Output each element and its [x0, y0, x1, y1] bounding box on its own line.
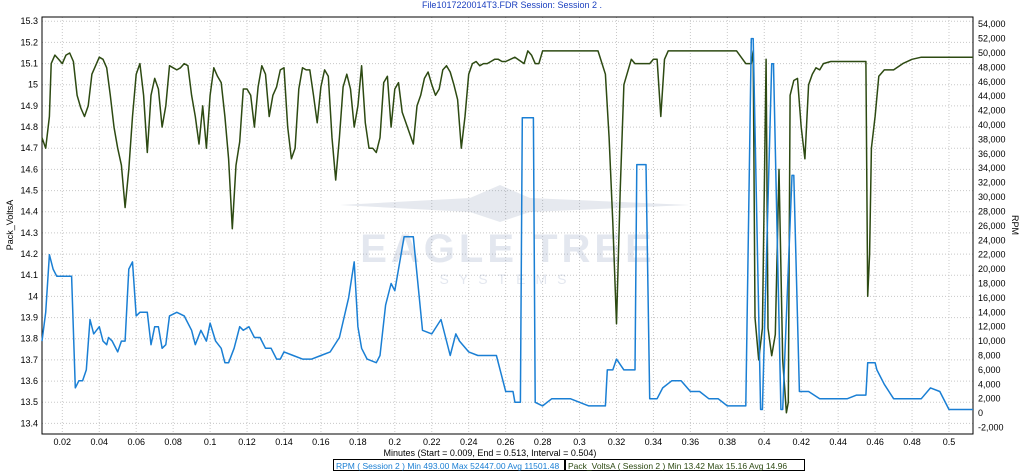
y-right-tick-label: 2,000	[978, 394, 1001, 404]
y-right-tick-label: 48,000	[978, 62, 1006, 72]
y-right-tick-label: 50,000	[978, 48, 1006, 58]
y-right-tick-label: 22,000	[978, 250, 1006, 260]
y-left-tick-label: 14.4	[20, 207, 38, 217]
x-tick-label: 0.38	[719, 437, 737, 447]
svg-text:EAGLE TREE: EAGLE TREE	[360, 227, 656, 271]
x-tick-label: 0.24	[460, 437, 478, 447]
y-left-tick-label: 14.1	[20, 270, 38, 280]
x-tick-label: 0.48	[903, 437, 921, 447]
y-right-tick-label: 10,000	[978, 336, 1006, 346]
x-tick-label: 0.1	[204, 437, 217, 447]
y-right-tick-label: 4,000	[978, 379, 1001, 389]
y-left-tick-label: 14.9	[20, 101, 38, 111]
y-left-tick-label: 13.7	[20, 355, 38, 365]
y-left-tick-label: 14.7	[20, 143, 38, 153]
x-tick-label: 0.46	[866, 437, 884, 447]
x-tick-label: 0.3	[573, 437, 586, 447]
y-right-tick-label: 14,000	[978, 307, 1006, 317]
svg-text:SYSTEMS: SYSTEMS	[440, 271, 577, 287]
x-tick-label: 0.14	[275, 437, 293, 447]
y-left-tick-label: 14.6	[20, 164, 38, 174]
y-right-tick-label: 42,000	[978, 106, 1006, 116]
y-right-tick-label: 20,000	[978, 264, 1006, 274]
x-tick-label: 0.06	[127, 437, 145, 447]
y-left-tick-label: 13.9	[20, 313, 38, 323]
y-left-tick-label: 13.8	[20, 334, 38, 344]
x-tick-label: 0.42	[792, 437, 810, 447]
x-tick-label: 0.44	[829, 437, 847, 447]
x-tick-label: 0.32	[608, 437, 626, 447]
y-right-tick-label: 44,000	[978, 91, 1006, 101]
y-right-tick-label: 54,000	[978, 19, 1006, 29]
y-left-tick-label: 15	[28, 80, 38, 90]
x-tick-label: 0.02	[54, 437, 72, 447]
y-right-tick-label: 52,000	[978, 34, 1006, 44]
y-axis-right-label: RPM	[1010, 215, 1020, 235]
y-right-tick-label: 34,000	[978, 163, 1006, 173]
eagle-tree-watermark: EAGLE TREE SYSTEMS	[340, 185, 690, 287]
y-right-tick-label: 30,000	[978, 192, 1006, 202]
y-right-tick-label: 18,000	[978, 278, 1006, 288]
grid	[42, 17, 973, 434]
y-right-tick-label: 12,000	[978, 322, 1006, 332]
series-line-rpm	[41, 37, 973, 411]
x-axis-label: Minutes (Start = 0.009, End = 0.513, Int…	[384, 448, 597, 458]
y-right-tick-label: 28,000	[978, 206, 1006, 216]
y-right-tick-label: 8,000	[978, 350, 1001, 360]
y-right-tick-label: 40,000	[978, 120, 1006, 130]
x-tick-label: 0.5	[943, 437, 956, 447]
y-right-tick-label: 26,000	[978, 221, 1006, 231]
x-tick-label: 0.26	[497, 437, 515, 447]
y-axis-right-ticks: -2,000 0 2,000 4,000 6,000 8,000 10,000 12,000 1…	[978, 19, 1006, 432]
x-tick-label: 0.16	[312, 437, 330, 447]
y-right-tick-label: 36,000	[978, 149, 1006, 159]
y-axis-left-label: Pack_VoltsA	[5, 200, 15, 251]
y-left-tick-label: 15.1	[20, 59, 38, 69]
legend-rpm: RPM ( Session 2 ) Min 493.00 Max 52447.0…	[333, 459, 565, 471]
y-left-tick-label: 14.2	[20, 249, 38, 259]
y-right-tick-label: 38,000	[978, 134, 1006, 144]
x-tick-label: 0.12	[238, 437, 256, 447]
series-layer	[41, 37, 973, 414]
x-tick-label: 0.34	[645, 437, 663, 447]
y-left-tick-label: 15.3	[20, 16, 38, 26]
y-right-tick-label: 32,000	[978, 178, 1006, 188]
plot-frame	[41, 16, 974, 435]
y-left-tick-label: 14.5	[20, 186, 38, 196]
y-axis-left-ticks: 13.4 13.5 13.6 13.7 13.8 13.9 14 14.1 14.2 14.3 14…	[20, 16, 38, 428]
series-line-pack-volts	[41, 50, 973, 414]
x-tick-label: 0.36	[682, 437, 700, 447]
y-left-tick-label: 13.5	[20, 397, 38, 407]
x-tick-label: 0.22	[423, 437, 441, 447]
x-tick-label: 0.04	[90, 437, 108, 447]
y-left-tick-label: 14	[28, 291, 38, 301]
y-right-tick-label: 46,000	[978, 77, 1006, 87]
y-right-tick-label: 16,000	[978, 293, 1006, 303]
y-right-tick-label: 6,000	[978, 365, 1001, 375]
y-right-tick-label: 0	[978, 408, 983, 418]
x-tick-label: 0.18	[349, 437, 367, 447]
y-left-tick-label: 13.4	[20, 418, 38, 428]
y-left-tick-label: 14.8	[20, 122, 38, 132]
y-left-tick-label: 15.2	[20, 37, 38, 47]
x-tick-label: 0.28	[534, 437, 552, 447]
y-left-tick-label: 14.3	[20, 228, 38, 238]
x-tick-label: 0.4	[758, 437, 771, 447]
y-right-tick-label: 24,000	[978, 235, 1006, 245]
x-tick-label: 0.08	[164, 437, 182, 447]
y-left-tick-label: 13.6	[20, 376, 38, 386]
x-axis-ticks: 0.02 0.04 0.06 0.08 0.1 0.12 0.14 0.16 0.18 0.2 0.…	[54, 437, 956, 447]
chart-title: File1017220014T3.FDR Session: Session 2 …	[422, 0, 602, 10]
y-right-tick-label: -2,000	[978, 423, 1004, 433]
x-tick-label: 0.2	[389, 437, 402, 447]
legend-pack-volts: Pack_VoltsA ( Session 2 ) Min 13.42 Max …	[565, 459, 805, 471]
